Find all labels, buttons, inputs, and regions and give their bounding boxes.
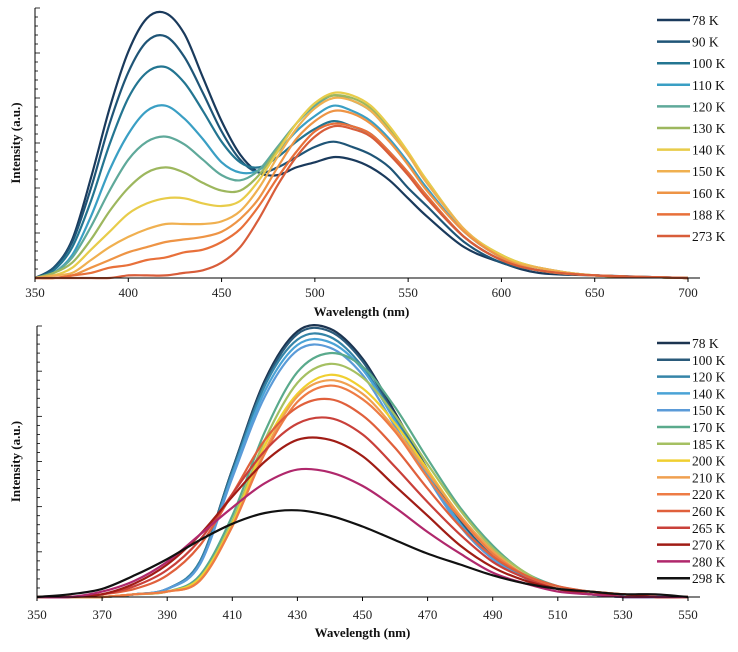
legend-label: 188 K — [692, 207, 726, 222]
legend-item: 280 K — [657, 554, 726, 569]
legend-label: 130 K — [692, 121, 726, 136]
series-line-120k — [36, 332, 688, 599]
series-line-273k — [35, 124, 689, 280]
x-tick-label: 400 — [119, 285, 139, 300]
legend-item: 140 K — [657, 386, 726, 401]
series-line-160k — [34, 109, 689, 280]
x-tick-label: 550 — [678, 607, 698, 622]
y-axis-title: Intensity (a.u.) — [8, 102, 23, 183]
legend-item: 140 K — [657, 143, 726, 158]
legend-label: 220 K — [692, 487, 726, 502]
legend-item: 185 K — [657, 437, 726, 452]
legend-label: 185 K — [692, 437, 726, 452]
x-tick-label: 390 — [157, 607, 177, 622]
legend-item: 273 K — [657, 229, 726, 244]
legend-label: 78 K — [692, 13, 719, 28]
x-tick-label: 550 — [398, 285, 418, 300]
series-line-90k — [34, 34, 689, 280]
x-tick-label: 350 — [25, 285, 45, 300]
series-line-270k — [36, 436, 689, 599]
chart-panel-1: 350 400 450 500 550 600 650 700 Wavelength (nm) I… — [8, 7, 726, 319]
legend-label: 150 K — [692, 403, 726, 418]
legend-item: 200 K — [657, 454, 726, 469]
legend-label: 110 K — [692, 78, 725, 93]
legend-item: 100 K — [657, 353, 726, 368]
series-line-150k — [34, 96, 689, 280]
x-tick-label: 370 — [92, 607, 112, 622]
legend-item: 150 K — [657, 403, 726, 418]
legend-item: 170 K — [657, 420, 726, 435]
legend-label: 170 K — [692, 420, 726, 435]
y-axis-title: Intensity (a.u.) — [8, 421, 23, 502]
legend-label: 100 K — [692, 353, 726, 368]
series-line-220k — [36, 384, 689, 599]
legend-item: 220 K — [657, 487, 726, 502]
x-tick-label: 530 — [613, 607, 633, 622]
legend-item: 90 K — [657, 35, 719, 50]
legend-item: 100 K — [657, 56, 726, 71]
legend-item: 120 K — [657, 370, 726, 385]
x-tick-label: 470 — [418, 607, 438, 622]
legend-label: 210 K — [692, 470, 726, 485]
x-tick-label: 510 — [548, 607, 568, 622]
x-axis-title: Wavelength (nm) — [314, 304, 410, 319]
legend-label: 78 K — [692, 336, 719, 351]
chart-panel-2: 350 370 390 410 430 450 470 490 510 530 550 Wavelen… — [8, 324, 726, 640]
legend-label: 200 K — [692, 454, 726, 469]
legend-item: 110 K — [657, 78, 725, 93]
legend-label: 140 K — [692, 386, 726, 401]
x-axis-title: Wavelength (nm) — [315, 625, 411, 640]
x-tick-label: 650 — [585, 285, 605, 300]
legend-item: 188 K — [657, 207, 726, 222]
series-line-78k — [34, 10, 689, 280]
x-tick-label: 350 — [27, 607, 47, 622]
x-tick-label: 410 — [223, 607, 243, 622]
series-line-298k — [36, 509, 689, 599]
legend-item: 78 K — [657, 13, 719, 28]
legend-label: 120 K — [692, 99, 726, 114]
legend-label: 90 K — [692, 35, 719, 50]
legend: 78 K 90 K 100 K 110 K 120 K 130 K 140 K 150 K 16… — [657, 13, 726, 244]
x-tick-label: 450 — [212, 285, 232, 300]
legend-item: 260 K — [657, 504, 726, 519]
legend-item: 120 K — [657, 99, 726, 114]
legend-label: 265 K — [692, 521, 726, 536]
legend-item: 210 K — [657, 470, 726, 485]
x-tick-label: 500 — [305, 285, 325, 300]
series-line-280k — [36, 467, 688, 599]
legend-label: 120 K — [692, 370, 726, 385]
legend-item: 160 K — [657, 186, 726, 201]
legend-label: 260 K — [692, 504, 726, 519]
series-line-100k — [34, 65, 689, 280]
x-tick-label: 600 — [492, 285, 512, 300]
series-line-210k — [36, 379, 689, 599]
legend-item: 265 K — [657, 521, 726, 536]
legend-item: 298 K — [657, 571, 726, 586]
x-tick-label: 700 — [678, 285, 698, 300]
series-line-188k — [34, 122, 689, 280]
x-tick-label: 490 — [483, 607, 503, 622]
series-line-260k — [36, 397, 689, 599]
legend-item: 150 K — [657, 164, 726, 179]
legend-label: 280 K — [692, 554, 726, 569]
legend-label: 273 K — [692, 229, 726, 244]
legend-label: 100 K — [692, 56, 726, 71]
legend-item: 270 K — [657, 538, 726, 553]
legend-item: 130 K — [657, 121, 726, 136]
x-tick-label: 450 — [353, 607, 373, 622]
legend-label: 140 K — [692, 143, 726, 158]
legend-label: 270 K — [692, 538, 726, 553]
x-tick-label: 430 — [288, 607, 308, 622]
series-line-150k — [36, 343, 688, 599]
legend-item: 78 K — [657, 336, 719, 351]
legend-label: 298 K — [692, 571, 726, 586]
legend-label: 150 K — [692, 164, 726, 179]
series-line-265k — [36, 416, 689, 599]
legend-label: 160 K — [692, 186, 726, 201]
